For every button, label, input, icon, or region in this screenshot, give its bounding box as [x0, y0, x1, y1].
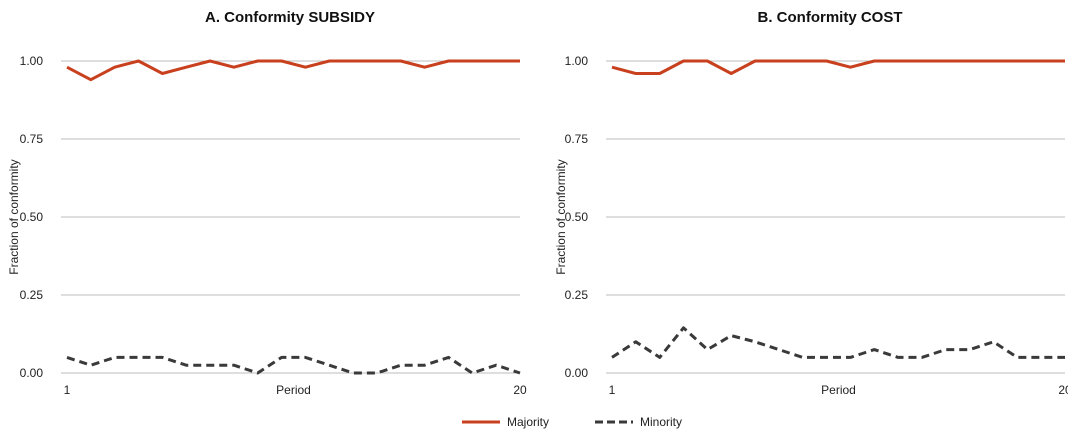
- y-tick-label: 0.00: [20, 366, 44, 380]
- y-tick-label: 0.25: [20, 288, 44, 302]
- y-tick-label: 1.00: [565, 54, 589, 68]
- y-tick-label: 1.00: [20, 54, 44, 68]
- x-tick-label: 1: [609, 383, 616, 397]
- panel-a: A. Conformity SUBSIDY 1.00 0.75 0.50 0.25 0.0…: [7, 9, 527, 397]
- series-line-majority: [611, 59, 1065, 75]
- y-tick-label: 0.50: [20, 210, 44, 224]
- y-tick-label: 0.50: [565, 210, 589, 224]
- legend: Majority Minority: [462, 415, 682, 429]
- y-tick-label: 0.00: [565, 366, 589, 380]
- x-tick-label: 1: [64, 383, 71, 397]
- legend-minority-label: Minority: [640, 415, 682, 429]
- y-axis-label: Fraction of conformity: [7, 159, 21, 274]
- series-line-minority: [611, 326, 1065, 359]
- series-line-majority: [66, 59, 520, 82]
- y-tick-label: 0.25: [565, 288, 589, 302]
- panel-b: B. Conformity COST 1.00 0.75 0.50 0.25 0.00 1 2…: [554, 9, 1068, 397]
- x-axis-label: Period: [821, 383, 856, 397]
- x-axis-label: Period: [276, 383, 311, 397]
- x-tick-label: 20: [513, 383, 527, 397]
- chart-title: A. Conformity SUBSIDY: [205, 9, 375, 26]
- series-line-minority: [66, 355, 521, 375]
- y-tick-label: 0.75: [20, 132, 44, 146]
- y-tick-label: 0.75: [565, 132, 589, 146]
- legend-majority-label: Majority: [507, 415, 549, 429]
- y-axis-label: Fraction of conformity: [554, 159, 568, 274]
- chart-title: B. Conformity COST: [758, 9, 903, 26]
- x-tick-label: 20: [1058, 383, 1068, 397]
